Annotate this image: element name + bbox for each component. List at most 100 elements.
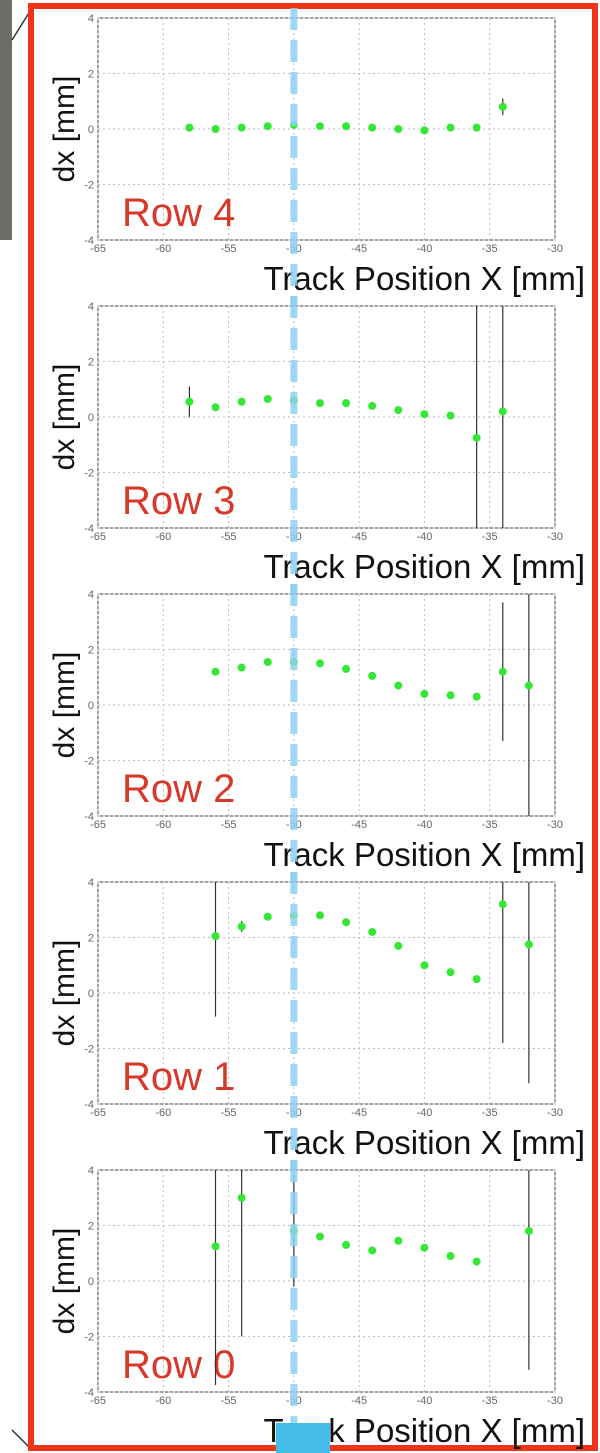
data-point [237, 922, 246, 931]
y-tick-label: -4 [84, 1099, 94, 1111]
data-point [315, 659, 324, 668]
data-point [472, 692, 481, 701]
x-tick-label: -60 [155, 243, 171, 255]
data-point [368, 927, 377, 936]
data-point [420, 961, 429, 970]
y-tick-label: 0 [88, 124, 94, 136]
data-point [472, 975, 481, 984]
x-tick-label: -45 [351, 1395, 367, 1407]
data-point [368, 401, 377, 410]
data-point [524, 940, 533, 949]
annotation: Row 2 [122, 767, 235, 811]
y-axis-label: dx [mm] [48, 364, 81, 471]
data-point [263, 394, 272, 403]
data-point [211, 1242, 220, 1251]
y-tick-label: 4 [88, 589, 94, 601]
x-tick-label: -45 [351, 243, 367, 255]
data-point [315, 122, 324, 131]
y-tick-label: -4 [84, 1387, 94, 1399]
annotation: Row 4 [122, 191, 235, 235]
data-point [263, 122, 272, 131]
annotation: Row 3 [122, 479, 235, 523]
x-tick-label: -40 [416, 819, 432, 831]
data-point [472, 1257, 481, 1266]
data-point [263, 657, 272, 666]
data-point [237, 123, 246, 132]
y-tick-label: 2 [88, 933, 94, 945]
data-point [446, 1252, 455, 1261]
x-tick-label: -65 [90, 819, 106, 831]
x-tick-label: -65 [90, 1107, 106, 1119]
data-point [420, 126, 429, 135]
data-point [368, 123, 377, 132]
data-point [498, 667, 507, 676]
x-tick-label: -60 [155, 819, 171, 831]
data-point [524, 1227, 533, 1236]
data-point [342, 664, 351, 673]
y-tick-label: -2 [84, 468, 94, 480]
data-point [472, 433, 481, 442]
data-point [420, 410, 429, 419]
x-tick-label: -65 [90, 243, 106, 255]
y-axis-label: dx [mm] [48, 1228, 81, 1335]
data-point [394, 681, 403, 690]
data-point [342, 918, 351, 927]
data-point [185, 123, 194, 132]
data-point [394, 1236, 403, 1245]
x-tick-label: -60 [155, 1395, 171, 1407]
data-point [315, 1232, 324, 1241]
x-tick-label: -30 [547, 819, 563, 831]
plot-marks [185, 98, 507, 135]
y-tick-label: -2 [84, 756, 94, 768]
x-tick-label: -30 [547, 1395, 563, 1407]
data-point [237, 663, 246, 672]
y-tick-label: 2 [88, 69, 94, 81]
x-tick-label: -65 [90, 1395, 106, 1407]
x-tick-label: -35 [482, 243, 498, 255]
x-axis-label: Track Position X [mm] [263, 548, 585, 585]
x-tick-label: -35 [482, 819, 498, 831]
data-point [420, 1243, 429, 1252]
x-tick-label: -45 [351, 531, 367, 543]
x-tick-label: -45 [351, 819, 367, 831]
x-tick-label: -30 [547, 1107, 563, 1119]
data-point [185, 397, 194, 406]
x-tick-label: -55 [221, 1107, 237, 1119]
photo-fragment [0, 0, 12, 240]
data-point [420, 689, 429, 698]
x-tick-label: -35 [482, 1395, 498, 1407]
data-point [446, 411, 455, 420]
data-point [368, 1246, 377, 1255]
annotation: Row 0 [122, 1343, 235, 1387]
data-point [446, 691, 455, 700]
data-point [237, 397, 246, 406]
y-tick-label: -2 [84, 180, 94, 192]
x-axis-label: Track Position X [mm] [263, 260, 585, 297]
data-point [211, 667, 220, 676]
data-point [394, 125, 403, 133]
data-point [472, 123, 481, 132]
y-axis-label: dx [mm] [48, 940, 81, 1047]
x-tick-label: -55 [221, 243, 237, 255]
x-tick-label: -40 [416, 1395, 432, 1407]
y-tick-label: 2 [88, 1221, 94, 1233]
y-tick-label: 4 [88, 13, 94, 25]
data-point [524, 681, 533, 690]
marker-block [276, 1423, 330, 1453]
y-tick-label: 4 [88, 1165, 94, 1177]
connector-line [11, 1429, 31, 1449]
x-tick-label: -55 [221, 819, 237, 831]
y-tick-label: 4 [88, 877, 94, 889]
data-point [446, 968, 455, 977]
data-point [394, 941, 403, 950]
data-point [342, 399, 351, 408]
y-tick-label: 0 [88, 988, 94, 1000]
data-point [211, 403, 220, 412]
data-point [211, 932, 220, 941]
x-tick-label: -40 [416, 1107, 432, 1119]
x-tick-label: -60 [155, 531, 171, 543]
data-point [211, 125, 220, 133]
x-tick-label: -30 [547, 531, 563, 543]
y-tick-label: -2 [84, 1332, 94, 1344]
